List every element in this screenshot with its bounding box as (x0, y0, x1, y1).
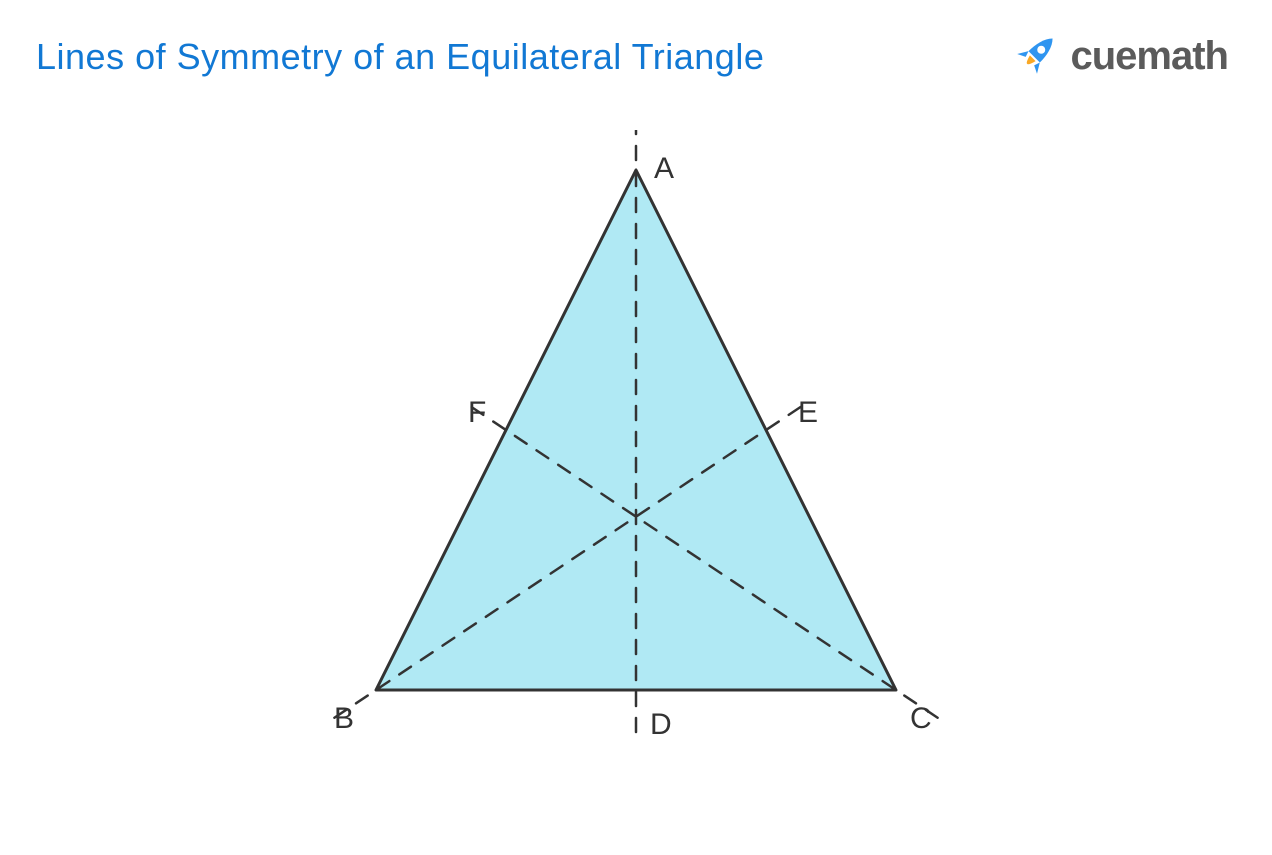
diagram-svg (276, 130, 996, 850)
rocket-icon (1011, 28, 1063, 85)
title-text: Lines of Symmetry of an Equilateral Tria… (36, 36, 764, 77)
point-label-C: C (910, 702, 932, 736)
point-label-E: E (798, 396, 818, 430)
brand-text: cuemath (1071, 34, 1229, 79)
point-label-A: A (654, 152, 674, 186)
page-title: Lines of Symmetry of an Equilateral Tria… (36, 36, 764, 78)
brand-logo: cuemath (1011, 28, 1229, 85)
point-label-D: D (650, 708, 672, 742)
triangle-diagram: A B C D E F (276, 130, 996, 850)
point-label-F: F (468, 396, 486, 430)
point-label-B: B (334, 702, 354, 736)
